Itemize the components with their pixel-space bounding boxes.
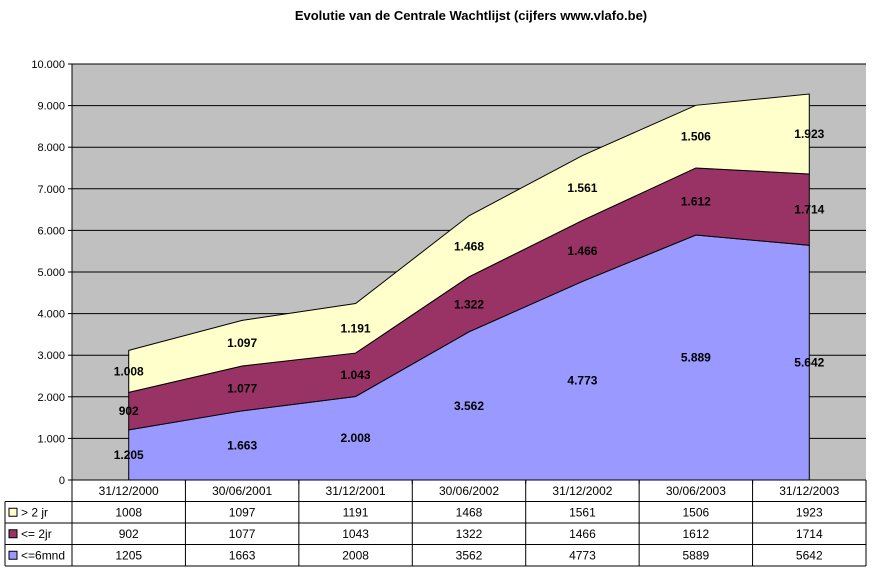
legend-swatch bbox=[8, 507, 18, 517]
data-table: 31/12/2000 30/06/2001 31/12/2001 30/06/2002… bbox=[4, 479, 867, 567]
legend-swatch bbox=[8, 550, 18, 560]
table-cell: 3562 bbox=[456, 548, 483, 562]
table-row-label: <= 2jr bbox=[21, 527, 52, 541]
table-header-cell: 30/06/2003 bbox=[666, 484, 726, 498]
legend-swatch bbox=[8, 529, 18, 539]
y-tick-label: 1.000 bbox=[37, 433, 65, 445]
table-header-cell: 31/12/2001 bbox=[326, 484, 386, 498]
data-label: 1.561 bbox=[567, 181, 597, 195]
data-label: 1.008 bbox=[114, 364, 144, 378]
area-series-2 bbox=[128, 93, 810, 393]
y-tick-label: 5.000 bbox=[37, 267, 65, 279]
y-tick-label: 10.000 bbox=[31, 59, 65, 71]
data-label: 1.663 bbox=[227, 438, 257, 452]
table-cell: 2008 bbox=[342, 548, 369, 562]
data-label: 1.468 bbox=[454, 239, 484, 253]
data-label: 1.043 bbox=[341, 368, 371, 382]
data-label: 1.322 bbox=[454, 297, 484, 311]
table-header-cell: 30/06/2001 bbox=[212, 484, 272, 498]
table-cell: 1923 bbox=[796, 505, 823, 519]
table-header-cell: 30/06/2002 bbox=[439, 484, 499, 498]
y-tick-label: 9.000 bbox=[37, 101, 65, 113]
data-label: 2.008 bbox=[341, 431, 371, 445]
data-label: 1.506 bbox=[681, 130, 711, 144]
data-label: 5.889 bbox=[681, 351, 711, 365]
y-tick-label: 6.000 bbox=[37, 225, 65, 237]
data-label: 1.191 bbox=[341, 321, 371, 335]
y-tick-label: 3.000 bbox=[37, 350, 65, 362]
table-cell: 1506 bbox=[683, 505, 710, 519]
table-cell: 1008 bbox=[115, 505, 142, 519]
y-tick-label: 0 bbox=[59, 475, 65, 487]
table-row-label: <=6mnd bbox=[21, 548, 65, 562]
data-label: 4.773 bbox=[567, 374, 597, 388]
data-label: 1.923 bbox=[794, 127, 824, 141]
table-cell: 1077 bbox=[229, 527, 256, 541]
table-cell: 1191 bbox=[343, 505, 369, 519]
table-cell: 5889 bbox=[683, 548, 710, 562]
table-cell: 1466 bbox=[569, 527, 596, 541]
table-cell: 4773 bbox=[569, 548, 596, 562]
data-label: 3.562 bbox=[454, 399, 484, 413]
table-cell: 1205 bbox=[115, 548, 142, 562]
table-cell: 5642 bbox=[796, 548, 823, 562]
y-tick-label: 4.000 bbox=[37, 309, 65, 321]
data-label: 1.205 bbox=[114, 448, 144, 462]
table-cell: 1612 bbox=[683, 527, 710, 541]
data-label: 1.612 bbox=[681, 194, 711, 208]
table-cell: 1663 bbox=[229, 548, 256, 562]
data-label: 902 bbox=[119, 404, 139, 418]
table-header-cell: 31/12/2003 bbox=[779, 484, 839, 498]
y-tick-label: 7.000 bbox=[37, 184, 65, 196]
data-label: 5.642 bbox=[794, 356, 824, 370]
data-label: 1.097 bbox=[227, 336, 257, 350]
table-cell: 902 bbox=[119, 527, 139, 541]
data-label: 1.466 bbox=[567, 244, 597, 258]
table-cell: 1043 bbox=[342, 527, 369, 541]
data-label: 1.714 bbox=[794, 203, 824, 217]
chart-title: Evolutie van de Centrale Wachtlijst (cij… bbox=[295, 8, 647, 23]
table-cell: 1561 bbox=[569, 505, 596, 519]
table-row-label: > 2 jr bbox=[21, 505, 48, 519]
area-series bbox=[128, 93, 810, 481]
table-header-cell: 31/12/2000 bbox=[99, 484, 159, 498]
table-cell: 1468 bbox=[456, 505, 483, 519]
y-tick-label: 2.000 bbox=[37, 392, 65, 404]
y-tick-label: 8.000 bbox=[37, 142, 65, 154]
table-cell: 1097 bbox=[229, 505, 256, 519]
y-axis: 0 1.000 2.000 3.000 4.000 5.000 6.000 7.000 8.00… bbox=[31, 59, 867, 487]
data-label: 1.077 bbox=[227, 381, 257, 395]
table-cell: 1322 bbox=[456, 527, 483, 541]
table-cell: 1714 bbox=[796, 527, 823, 541]
table-header-cell: 31/12/2002 bbox=[552, 484, 612, 498]
data-labels: 1.205 1.663 2.008 3.562 4.773 5.889 5.642 902 1.… bbox=[114, 127, 825, 462]
